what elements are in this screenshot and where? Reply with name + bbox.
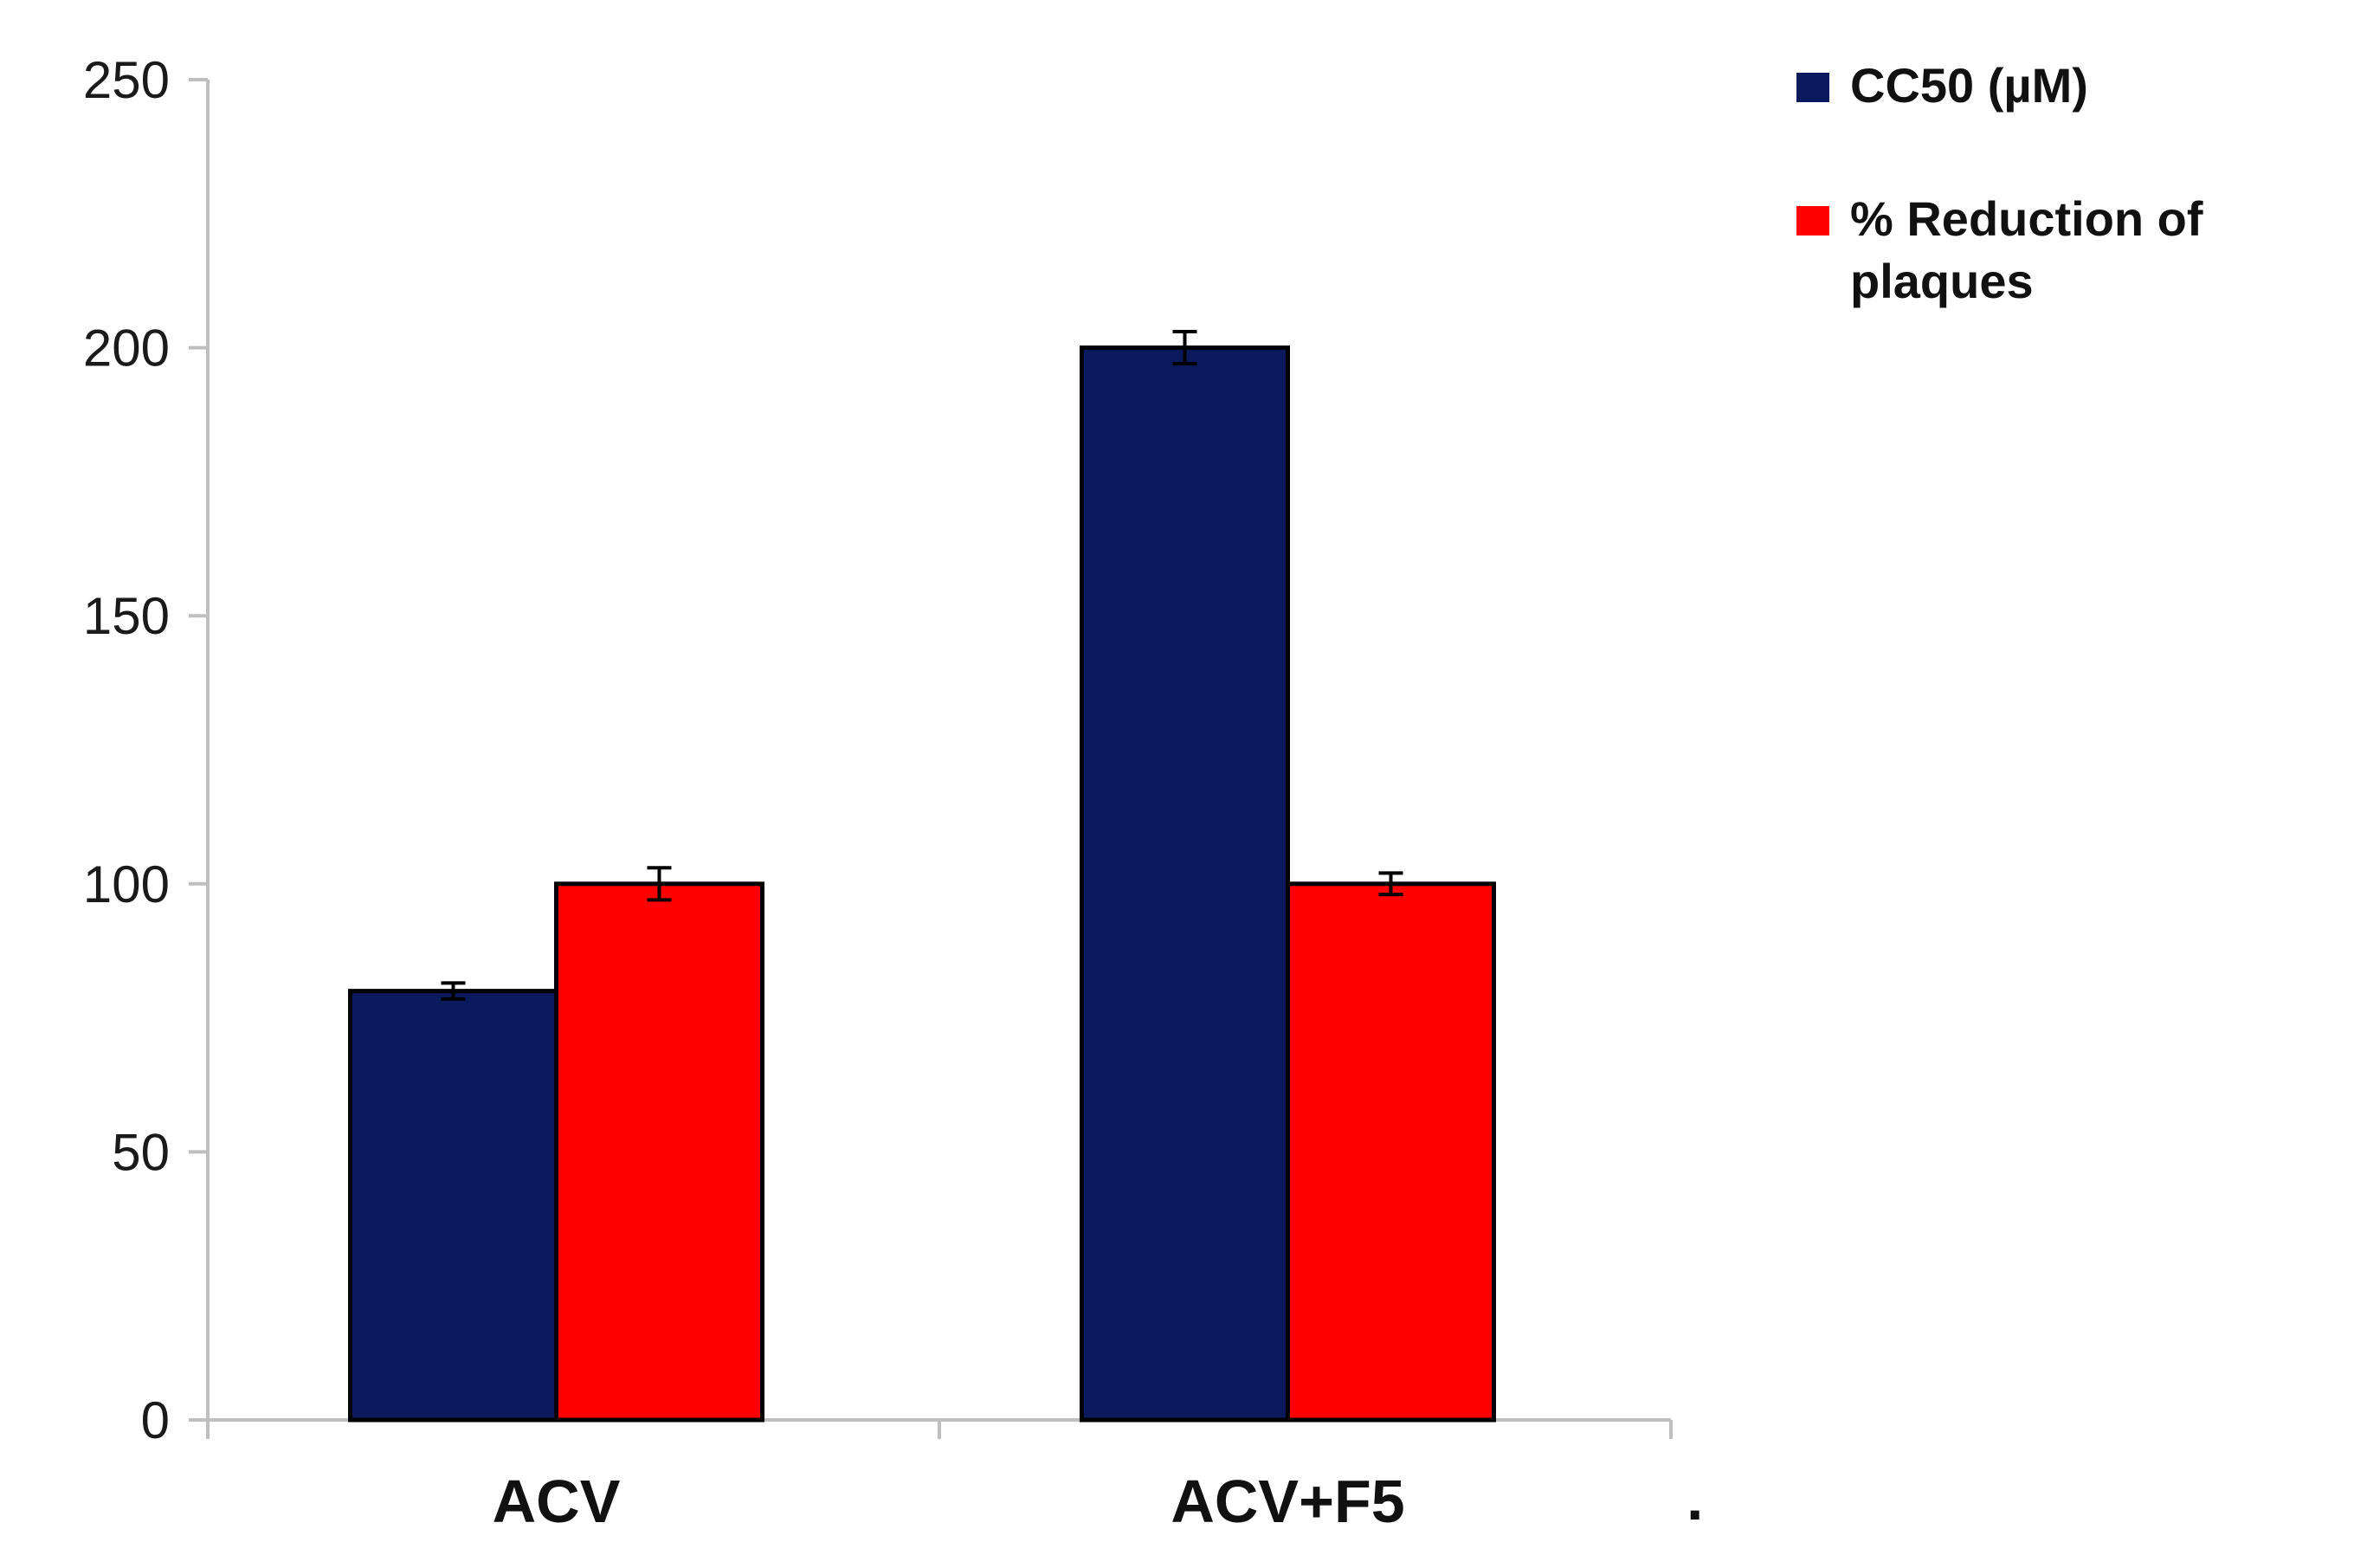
error-bars [441, 330, 1403, 1001]
bar-reduction-acv-f5 [1286, 881, 1496, 1423]
y-tick-label: 200 [83, 319, 170, 377]
y-tick-label: 250 [83, 51, 170, 109]
x-category-label: ACV+F5 [1171, 1468, 1404, 1535]
y-tick-label: 150 [83, 587, 170, 645]
category-labels: ACV ACV+F5 [493, 1468, 1405, 1535]
bar-cc50-acv [348, 989, 558, 1423]
error-bar [1172, 330, 1197, 366]
legend: CC50 (µM) % Reduction of plaques [1796, 58, 2203, 308]
legend-swatch [1796, 73, 1829, 102]
error-bar [647, 866, 672, 902]
y-tick-label: 100 [83, 855, 170, 913]
legend-swatch [1796, 206, 1829, 236]
trailing-dot: . [1686, 1465, 1703, 1533]
error-bar [1378, 871, 1403, 897]
bars [348, 345, 1496, 1423]
y-tick-label: 50 [112, 1123, 170, 1181]
legend-entry-cc50: CC50 (µM) [1796, 58, 2088, 113]
x-category-label: ACV [493, 1468, 621, 1535]
y-tick-label: 0 [141, 1391, 170, 1449]
y-axis-ticks: 0 50 100 150 200 250 [83, 51, 208, 1449]
error-bar [441, 981, 466, 1001]
bar-reduction-acv [554, 881, 764, 1423]
legend-label: CC50 (µM) [1850, 58, 2088, 113]
x-axis-ticks [206, 1420, 1673, 1439]
legend-entry-reduction: % Reduction of plaques [1796, 191, 2203, 308]
bar-cc50-acv-f5 [1080, 345, 1290, 1423]
legend-label: % Reduction of plaques [1850, 191, 2203, 308]
